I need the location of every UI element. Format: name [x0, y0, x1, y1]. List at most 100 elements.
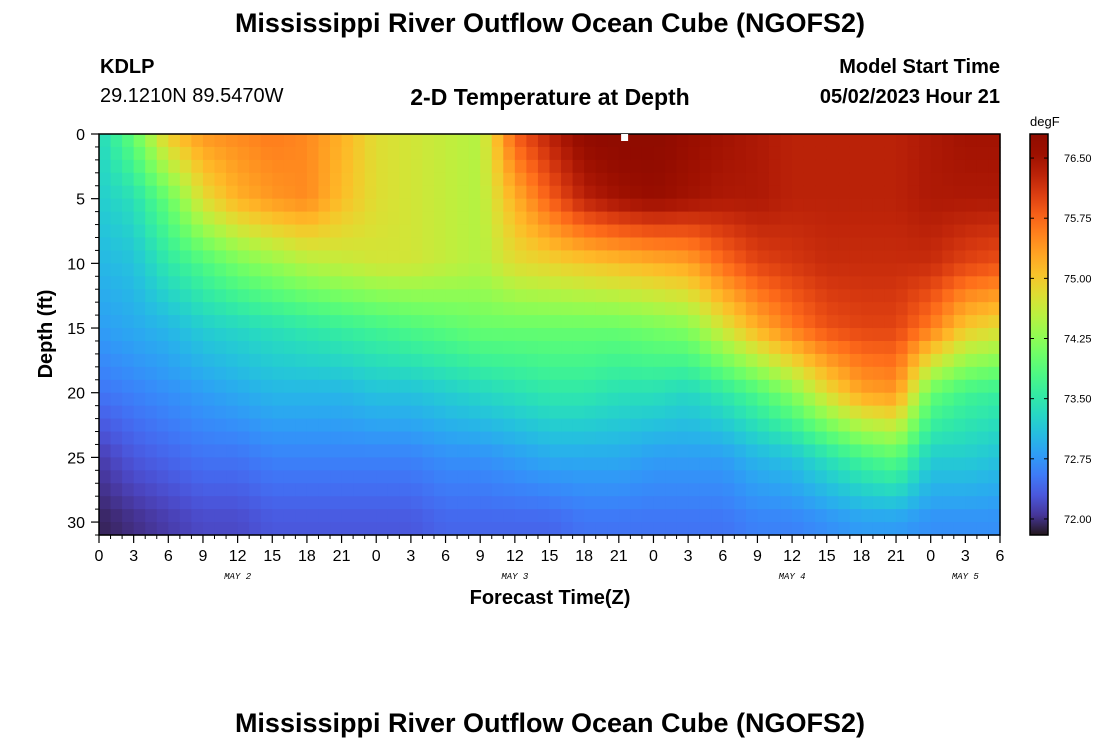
heatmap-cell [676, 366, 689, 381]
heatmap-cell [745, 211, 759, 226]
heatmap-cell [757, 522, 770, 536]
y-tick-label: 5 [76, 192, 85, 209]
heatmap-cell [976, 289, 990, 303]
heatmap-cell [699, 276, 712, 290]
heatmap-cell [884, 522, 897, 536]
heatmap-cell [607, 405, 620, 420]
heatmap-cell [688, 470, 701, 484]
heatmap-cell [526, 522, 539, 536]
heatmap-cell [676, 276, 689, 290]
y-tick-label: 25 [67, 450, 85, 467]
heatmap-cell [445, 353, 458, 368]
heatmap-cell [110, 470, 123, 484]
heatmap-cell [179, 457, 193, 471]
heatmap-cell [838, 315, 851, 329]
heatmap-cell [214, 496, 227, 510]
heatmap-cell [872, 250, 886, 264]
heatmap-cell [330, 315, 343, 329]
heatmap-cell [665, 470, 678, 484]
heatmap-cell [168, 470, 181, 484]
heatmap-cell [930, 328, 943, 342]
heatmap-cell [249, 237, 262, 252]
heatmap-cell [930, 431, 943, 446]
heatmap-cell [838, 405, 851, 420]
heatmap-cell [965, 211, 978, 226]
heatmap-cell [110, 366, 123, 381]
heatmap-cell [896, 431, 909, 446]
heatmap-cell [595, 418, 608, 433]
heatmap-cell [584, 224, 597, 239]
heatmap-cell [896, 302, 909, 316]
heatmap-cell [168, 379, 181, 394]
heatmap-cell [618, 263, 631, 277]
heatmap-cell [260, 444, 273, 458]
heatmap-cell [815, 211, 828, 226]
heatmap-cell [618, 353, 631, 368]
heatmap-cell [896, 237, 909, 252]
heatmap-cell [122, 315, 135, 329]
heatmap-cell [561, 185, 574, 200]
heatmap-cell [976, 250, 990, 264]
heatmap-cell [988, 444, 1001, 458]
heatmap-cell [653, 483, 666, 497]
heatmap-cell [283, 483, 296, 497]
heatmap-cell [480, 185, 493, 200]
heatmap-cell [584, 263, 597, 277]
heatmap-cell [965, 392, 978, 407]
heatmap-cell [168, 457, 181, 471]
heatmap-cell [191, 457, 204, 471]
heatmap-cell [930, 134, 943, 148]
heatmap-cell [780, 509, 793, 523]
heatmap-cell [283, 457, 296, 471]
heatmap-cell [156, 379, 169, 394]
heatmap-cell [676, 496, 689, 510]
heatmap-cell [353, 470, 366, 484]
heatmap-cell [849, 146, 862, 161]
heatmap-cell [595, 276, 608, 290]
heatmap-cell [364, 431, 377, 446]
heatmap-cell [792, 509, 805, 523]
heatmap-cell [145, 418, 158, 433]
heatmap-cell [526, 483, 539, 497]
heatmap-cell [780, 418, 793, 433]
heatmap-cell [237, 392, 250, 407]
heatmap-cell [156, 496, 169, 510]
heatmap-cell [410, 366, 424, 381]
heatmap-cell [826, 483, 839, 497]
heatmap-cell [988, 431, 1001, 446]
heatmap-cell [896, 263, 909, 277]
heatmap-cell [202, 224, 216, 239]
heatmap-cell [745, 237, 759, 252]
heatmap-cell [445, 276, 458, 290]
heatmap-cell [537, 405, 551, 420]
x-day-label: MAY 5 [952, 572, 980, 582]
heatmap-cell [930, 470, 943, 484]
heatmap-cell [665, 353, 678, 368]
heatmap-cell [445, 172, 458, 187]
heatmap-cell [306, 470, 320, 484]
heatmap-cell [214, 159, 227, 174]
heatmap-cell [133, 224, 146, 239]
heatmap-cell [410, 159, 424, 174]
heatmap-cell [99, 366, 112, 381]
heatmap-cell [849, 470, 862, 484]
heatmap-cell [468, 250, 481, 264]
heatmap-cell [988, 289, 1001, 303]
heatmap-cell [202, 159, 216, 174]
heatmap-cell [202, 470, 216, 484]
heatmap-cell [226, 237, 239, 252]
heatmap-cell [965, 353, 978, 368]
heatmap-cell [433, 470, 447, 484]
heatmap-cell [272, 250, 285, 264]
heatmap-cell [376, 250, 389, 264]
heatmap-cell [907, 405, 920, 420]
heatmap-cell [214, 289, 227, 303]
heatmap-cell [226, 315, 239, 329]
x-tick-label: 15 [263, 548, 281, 565]
heatmap-cell [872, 405, 886, 420]
heatmap-cell [457, 211, 470, 226]
heatmap-cell [607, 224, 620, 239]
heatmap-cell [537, 263, 551, 277]
heatmap-cell [353, 405, 366, 420]
heatmap-cell [757, 198, 770, 213]
